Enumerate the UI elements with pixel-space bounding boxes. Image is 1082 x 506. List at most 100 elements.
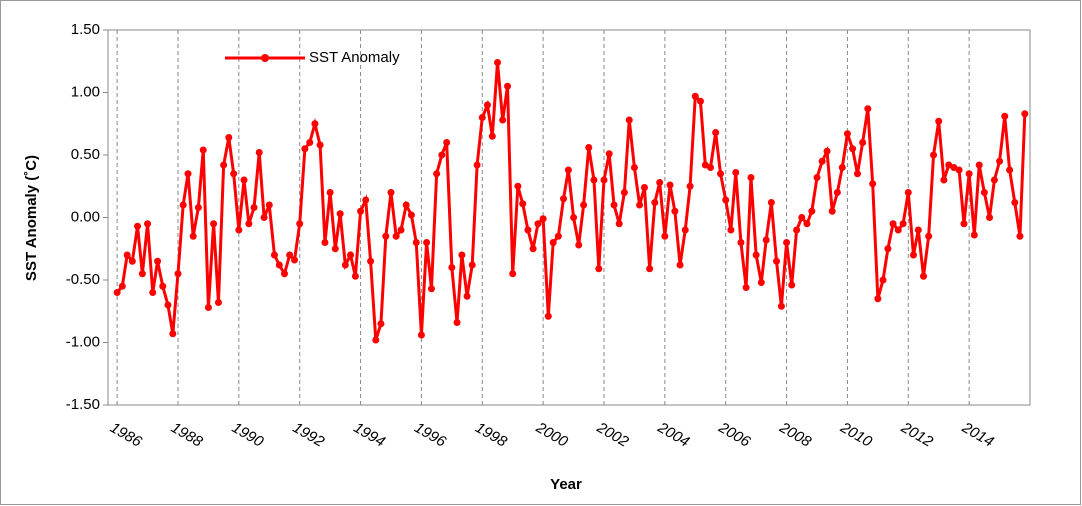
data-point [417, 331, 425, 339]
y-tick-label: 1.00 [71, 83, 100, 100]
data-point [1006, 166, 1014, 174]
data-point [833, 189, 841, 196]
data-point [975, 161, 983, 169]
data-point [884, 245, 892, 253]
data-point [590, 176, 598, 184]
data-point [423, 239, 431, 246]
data-point [919, 272, 927, 280]
data-point [331, 245, 339, 253]
data-point [849, 145, 857, 153]
data-point [204, 304, 212, 311]
data-point [128, 257, 136, 265]
data-point [189, 232, 197, 240]
data-point [859, 139, 867, 146]
data-point [164, 301, 172, 309]
data-point [214, 299, 222, 306]
legend-marker [261, 54, 269, 62]
data-point [438, 151, 446, 159]
data-point [478, 114, 486, 121]
data-point [336, 210, 344, 218]
data-point [210, 220, 218, 228]
data-point [144, 220, 152, 228]
data-point [899, 220, 907, 228]
data-point [316, 141, 324, 149]
data-point [372, 336, 380, 344]
data-point [387, 189, 395, 196]
data-point [270, 251, 278, 259]
data-point [940, 176, 948, 184]
data-point [980, 189, 988, 196]
data-point [174, 270, 182, 278]
data-point [250, 204, 258, 211]
data-point [970, 231, 978, 239]
data-point [169, 330, 177, 338]
data-point [767, 199, 775, 206]
data-point [580, 201, 588, 209]
data-point [509, 270, 517, 278]
data-point [255, 149, 263, 156]
data-point [615, 220, 623, 228]
data-point [347, 251, 355, 259]
data-point [134, 222, 142, 230]
data-point [889, 220, 897, 228]
data-point [1011, 199, 1019, 206]
data-point [473, 161, 481, 169]
data-point [894, 226, 902, 234]
data-point [225, 134, 233, 141]
data-point [468, 261, 476, 269]
data-point [676, 261, 684, 269]
data-point [904, 189, 912, 196]
data-point [504, 82, 512, 90]
data-point [610, 201, 618, 209]
data-point [595, 265, 603, 273]
data-point [159, 282, 167, 290]
data-point [636, 201, 644, 209]
data-point [149, 289, 157, 296]
data-point [696, 97, 704, 105]
data-point [732, 169, 740, 176]
data-point [549, 239, 557, 246]
data-point [382, 232, 390, 240]
y-tick-label: 0.50 [71, 146, 100, 163]
data-point [564, 166, 572, 174]
data-point [818, 157, 826, 165]
data-point [788, 281, 796, 289]
data-point [752, 251, 760, 259]
data-point [321, 239, 329, 246]
data-point [823, 147, 831, 155]
data-point [950, 164, 958, 171]
data-point [362, 196, 370, 204]
data-point [499, 116, 507, 124]
y-tick-label: -1.00 [66, 333, 100, 350]
data-point [914, 226, 922, 234]
y-axis-label: SST Anomaly (˚C) [23, 155, 40, 281]
data-point [813, 174, 821, 181]
data-point [539, 215, 547, 223]
data-point [656, 179, 664, 186]
data-point [392, 232, 400, 240]
data-point [230, 170, 238, 178]
data-point [955, 166, 963, 174]
data-point [706, 164, 714, 171]
data-point [351, 272, 359, 280]
data-point [666, 181, 674, 189]
data-point [747, 174, 755, 181]
data-point [701, 161, 709, 169]
data-point [990, 176, 998, 184]
data-point [640, 184, 648, 191]
data-point [722, 196, 730, 204]
data-point [625, 116, 633, 124]
data-point [179, 201, 187, 209]
x-axis-label: Year [550, 476, 582, 493]
data-point [397, 226, 405, 234]
data-point [560, 195, 568, 203]
data-point [524, 226, 532, 234]
data-point [260, 214, 268, 221]
data-point [458, 251, 466, 259]
data-point [199, 146, 207, 154]
data-point [240, 176, 248, 184]
data-point [194, 204, 202, 211]
data-point [869, 180, 877, 188]
data-point [453, 319, 461, 326]
data-point [960, 220, 968, 228]
